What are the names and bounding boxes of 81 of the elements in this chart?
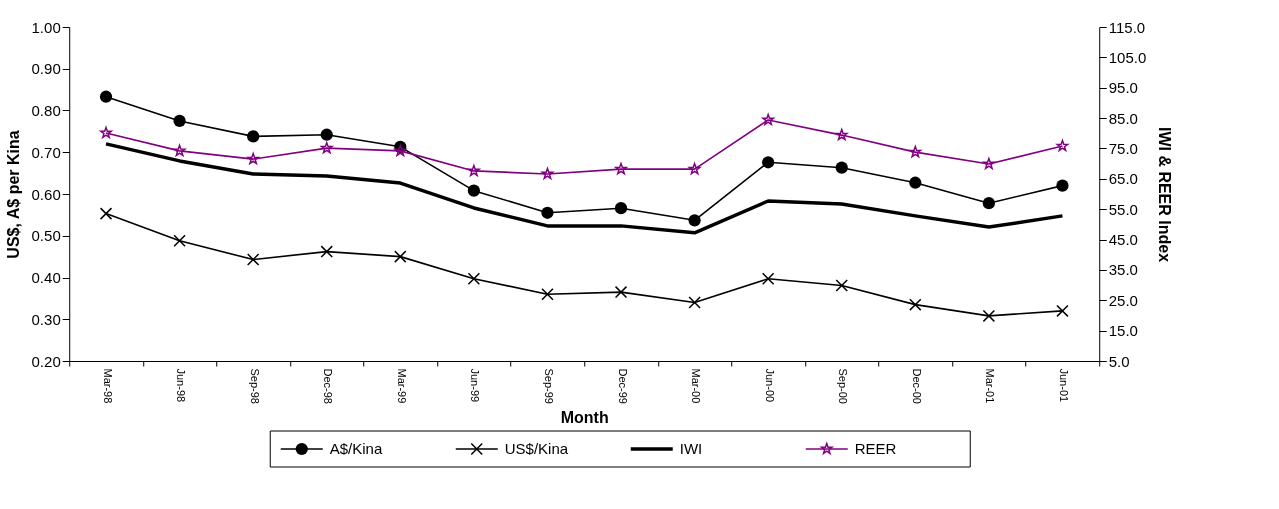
y2-tick-label: 75.0 <box>1108 139 1138 157</box>
y2-axis-title: IWI & REER Index <box>1156 126 1174 263</box>
point <box>688 214 701 227</box>
point <box>614 285 628 299</box>
point <box>909 176 922 189</box>
point <box>762 156 775 169</box>
point <box>982 157 995 170</box>
point <box>541 287 554 301</box>
legend-label: US$/Kina <box>504 440 569 457</box>
point <box>394 144 407 157</box>
y-tick-label: 0.30 <box>31 310 61 328</box>
point <box>394 250 407 263</box>
x-axis-title: Month <box>560 408 609 426</box>
point <box>320 128 333 141</box>
legend-label: REER <box>854 440 897 457</box>
point <box>247 152 260 165</box>
point <box>320 245 333 258</box>
point <box>247 130 260 143</box>
point <box>909 298 922 311</box>
y-tick-label: 0.70 <box>31 143 61 161</box>
point <box>1056 139 1069 152</box>
point <box>1056 304 1069 318</box>
x-tick-label: Mar-01 <box>984 368 997 404</box>
y-tick-label: 1.00 <box>31 18 61 36</box>
point <box>541 167 554 180</box>
y-tick-label: 0.60 <box>31 185 61 203</box>
legend-label: A$/Kina <box>329 440 383 457</box>
y2-tick-label: 25.0 <box>1108 291 1138 309</box>
point <box>173 234 186 247</box>
y2-tick-label: 5.0 <box>1108 352 1130 370</box>
x-tick-label: Jun-01 <box>1057 368 1070 403</box>
point <box>761 272 775 285</box>
y-tick-label: 0.40 <box>31 269 61 286</box>
y2-tick-label: 35.0 <box>1108 261 1138 279</box>
y2-tick-label: 65.0 <box>1108 170 1138 188</box>
x-tick-label: Jun-00 <box>763 368 776 403</box>
x-tick-label: Sep-00 <box>837 368 850 404</box>
x-tick-label: Dec-99 <box>616 368 629 404</box>
y2-tick-label: 95.0 <box>1108 79 1138 97</box>
point <box>835 161 848 174</box>
y2-tick-label: 105.0 <box>1108 48 1147 66</box>
y2-tick-label: 85.0 <box>1108 109 1138 127</box>
point <box>688 296 701 309</box>
x-tick-label: Jun-98 <box>175 368 188 403</box>
x-tick-label: Mar-00 <box>690 368 703 404</box>
y-tick-label: 0.50 <box>31 227 61 245</box>
point <box>246 253 260 266</box>
point <box>982 197 995 210</box>
point <box>982 309 996 323</box>
point <box>835 128 848 141</box>
point <box>173 114 186 128</box>
point <box>614 202 628 215</box>
point <box>541 206 554 219</box>
y2-tick-label: 45.0 <box>1108 231 1138 249</box>
x-tick-label: Mar-99 <box>395 368 408 404</box>
x-tick-label: Sep-98 <box>248 368 261 404</box>
x-tick-label: Mar-98 <box>101 368 114 404</box>
point <box>99 90 113 103</box>
y-tick-label: 0.80 <box>31 102 61 119</box>
point <box>1056 179 1069 192</box>
legend-label: IWI <box>679 440 703 457</box>
point <box>835 279 848 292</box>
point <box>320 141 333 154</box>
point <box>762 113 775 126</box>
x-tick-label: Dec-00 <box>910 368 923 404</box>
y-axis-title: US$, A$ per Kina <box>4 130 22 259</box>
y-tick-label: 0.90 <box>31 60 61 78</box>
point <box>467 184 480 197</box>
y2-tick-label: 15.0 <box>1108 322 1138 340</box>
y2-tick-label: 115.0 <box>1108 18 1146 36</box>
point <box>467 272 481 285</box>
point <box>173 144 186 157</box>
line-series <box>104 142 1065 235</box>
y-tick-label: 0.20 <box>31 352 61 370</box>
point <box>909 145 922 158</box>
y2-tick-label: 55.0 <box>1108 200 1138 218</box>
point <box>688 162 701 175</box>
x-tick-label: Sep-99 <box>542 368 555 404</box>
x-tick-label: Dec-98 <box>322 368 335 404</box>
x-tick-label: Jun-99 <box>469 368 482 403</box>
point <box>99 207 113 220</box>
